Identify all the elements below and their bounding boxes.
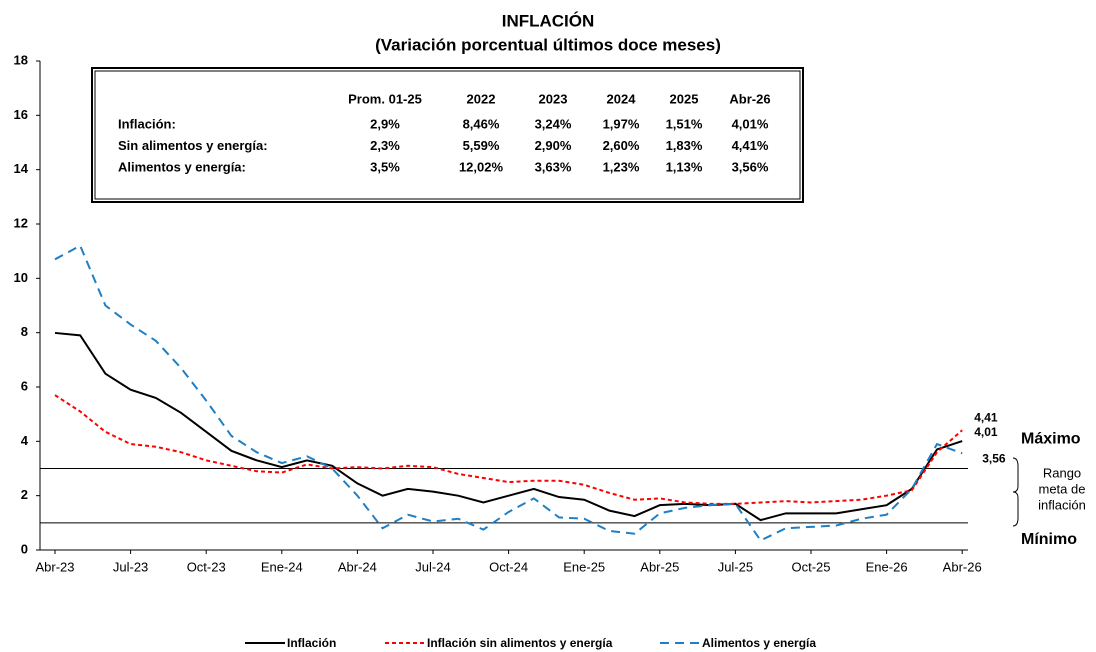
- legend-label: Inflación sin alimentos y energía: [427, 636, 613, 650]
- x-tick-label: Abr-26: [943, 559, 982, 574]
- y-tick-label: 0: [21, 541, 28, 556]
- y-tick-label: 4: [21, 433, 29, 448]
- reference-label: Máximo: [1021, 431, 1081, 448]
- table-header: 2022: [467, 91, 496, 106]
- table-cell: 1,13%: [666, 159, 703, 174]
- y-tick-label: 12: [14, 215, 28, 230]
- y-tick-label: 8: [21, 324, 28, 339]
- series-line: [54, 331, 963, 522]
- legend-label: Inflación: [287, 636, 336, 650]
- series-line: [54, 244, 963, 542]
- y-tick-label: 16: [14, 107, 28, 122]
- table-cell: 3,5%: [370, 159, 400, 174]
- y-tick-label: 2: [21, 487, 28, 502]
- table-header: 2023: [539, 91, 568, 106]
- table-header: Abr-26: [729, 91, 770, 106]
- x-tick-label: Ene-26: [866, 559, 908, 574]
- y-tick-label: 18: [14, 52, 28, 67]
- table-cell: 2,9%: [370, 116, 400, 131]
- table-cell: 3,63%: [535, 159, 572, 174]
- table-row-label: Alimentos y energía:: [118, 159, 246, 174]
- table-row-label: Inflación:: [118, 116, 176, 131]
- range-brace: [1012, 457, 1019, 527]
- x-tick-label: Ene-24: [261, 559, 303, 574]
- table-cell: 1,51%: [666, 116, 703, 131]
- table-cell: 2,90%: [535, 138, 572, 153]
- x-tick-label: Abr-25: [640, 559, 679, 574]
- range-label: Rango: [1043, 465, 1081, 480]
- table-header: 2024: [607, 91, 637, 106]
- table-cell: 4,01%: [732, 116, 769, 131]
- value-label: 4,41: [974, 410, 998, 424]
- table-cell: 12,02%: [459, 159, 504, 174]
- table-cell: 1,83%: [666, 138, 703, 153]
- table-header: 2025: [670, 91, 699, 106]
- x-tick-label: Abr-23: [35, 559, 74, 574]
- table-cell: 2,3%: [370, 138, 400, 153]
- table-cell: 3,24%: [535, 116, 572, 131]
- table-box-inner: [94, 70, 801, 200]
- chart-title: INFLACIÓN: [502, 11, 595, 30]
- table-cell: 1,97%: [603, 116, 640, 131]
- x-tick-label: Jul-23: [113, 559, 148, 574]
- legend-label: Alimentos y energía: [702, 636, 816, 650]
- reference-label: Mínimo: [1021, 531, 1077, 548]
- x-tick-label: Jul-24: [415, 559, 450, 574]
- y-tick-label: 14: [14, 161, 29, 176]
- table-cell: 2,60%: [603, 138, 640, 153]
- table-cell: 8,46%: [463, 116, 500, 131]
- table-header: Prom. 01-25: [348, 91, 422, 106]
- value-label: 4,01: [974, 425, 998, 439]
- range-label: meta de: [1039, 481, 1086, 496]
- x-tick-label: Oct-24: [489, 559, 528, 574]
- value-label: 3,56: [982, 451, 1006, 465]
- table-cell: 5,59%: [463, 138, 500, 153]
- chart-subtitle: (Variación porcentual últimos doce meses…: [375, 35, 721, 54]
- x-tick-label: Jul-25: [718, 559, 753, 574]
- x-tick-label: Abr-24: [338, 559, 377, 574]
- y-tick-label: 6: [21, 378, 28, 393]
- x-tick-label: Ene-25: [563, 559, 605, 574]
- x-tick-label: Oct-23: [187, 559, 226, 574]
- range-label: inflación: [1038, 497, 1086, 512]
- series-line: [54, 394, 963, 505]
- x-tick-label: Oct-25: [791, 559, 830, 574]
- table-cell: 3,56%: [732, 159, 769, 174]
- table-row-label: Sin alimentos y energía:: [118, 138, 268, 153]
- table-cell: 4,41%: [732, 138, 769, 153]
- table-box: [91, 67, 804, 203]
- table-cell: 1,23%: [603, 159, 640, 174]
- y-tick-label: 10: [14, 270, 28, 285]
